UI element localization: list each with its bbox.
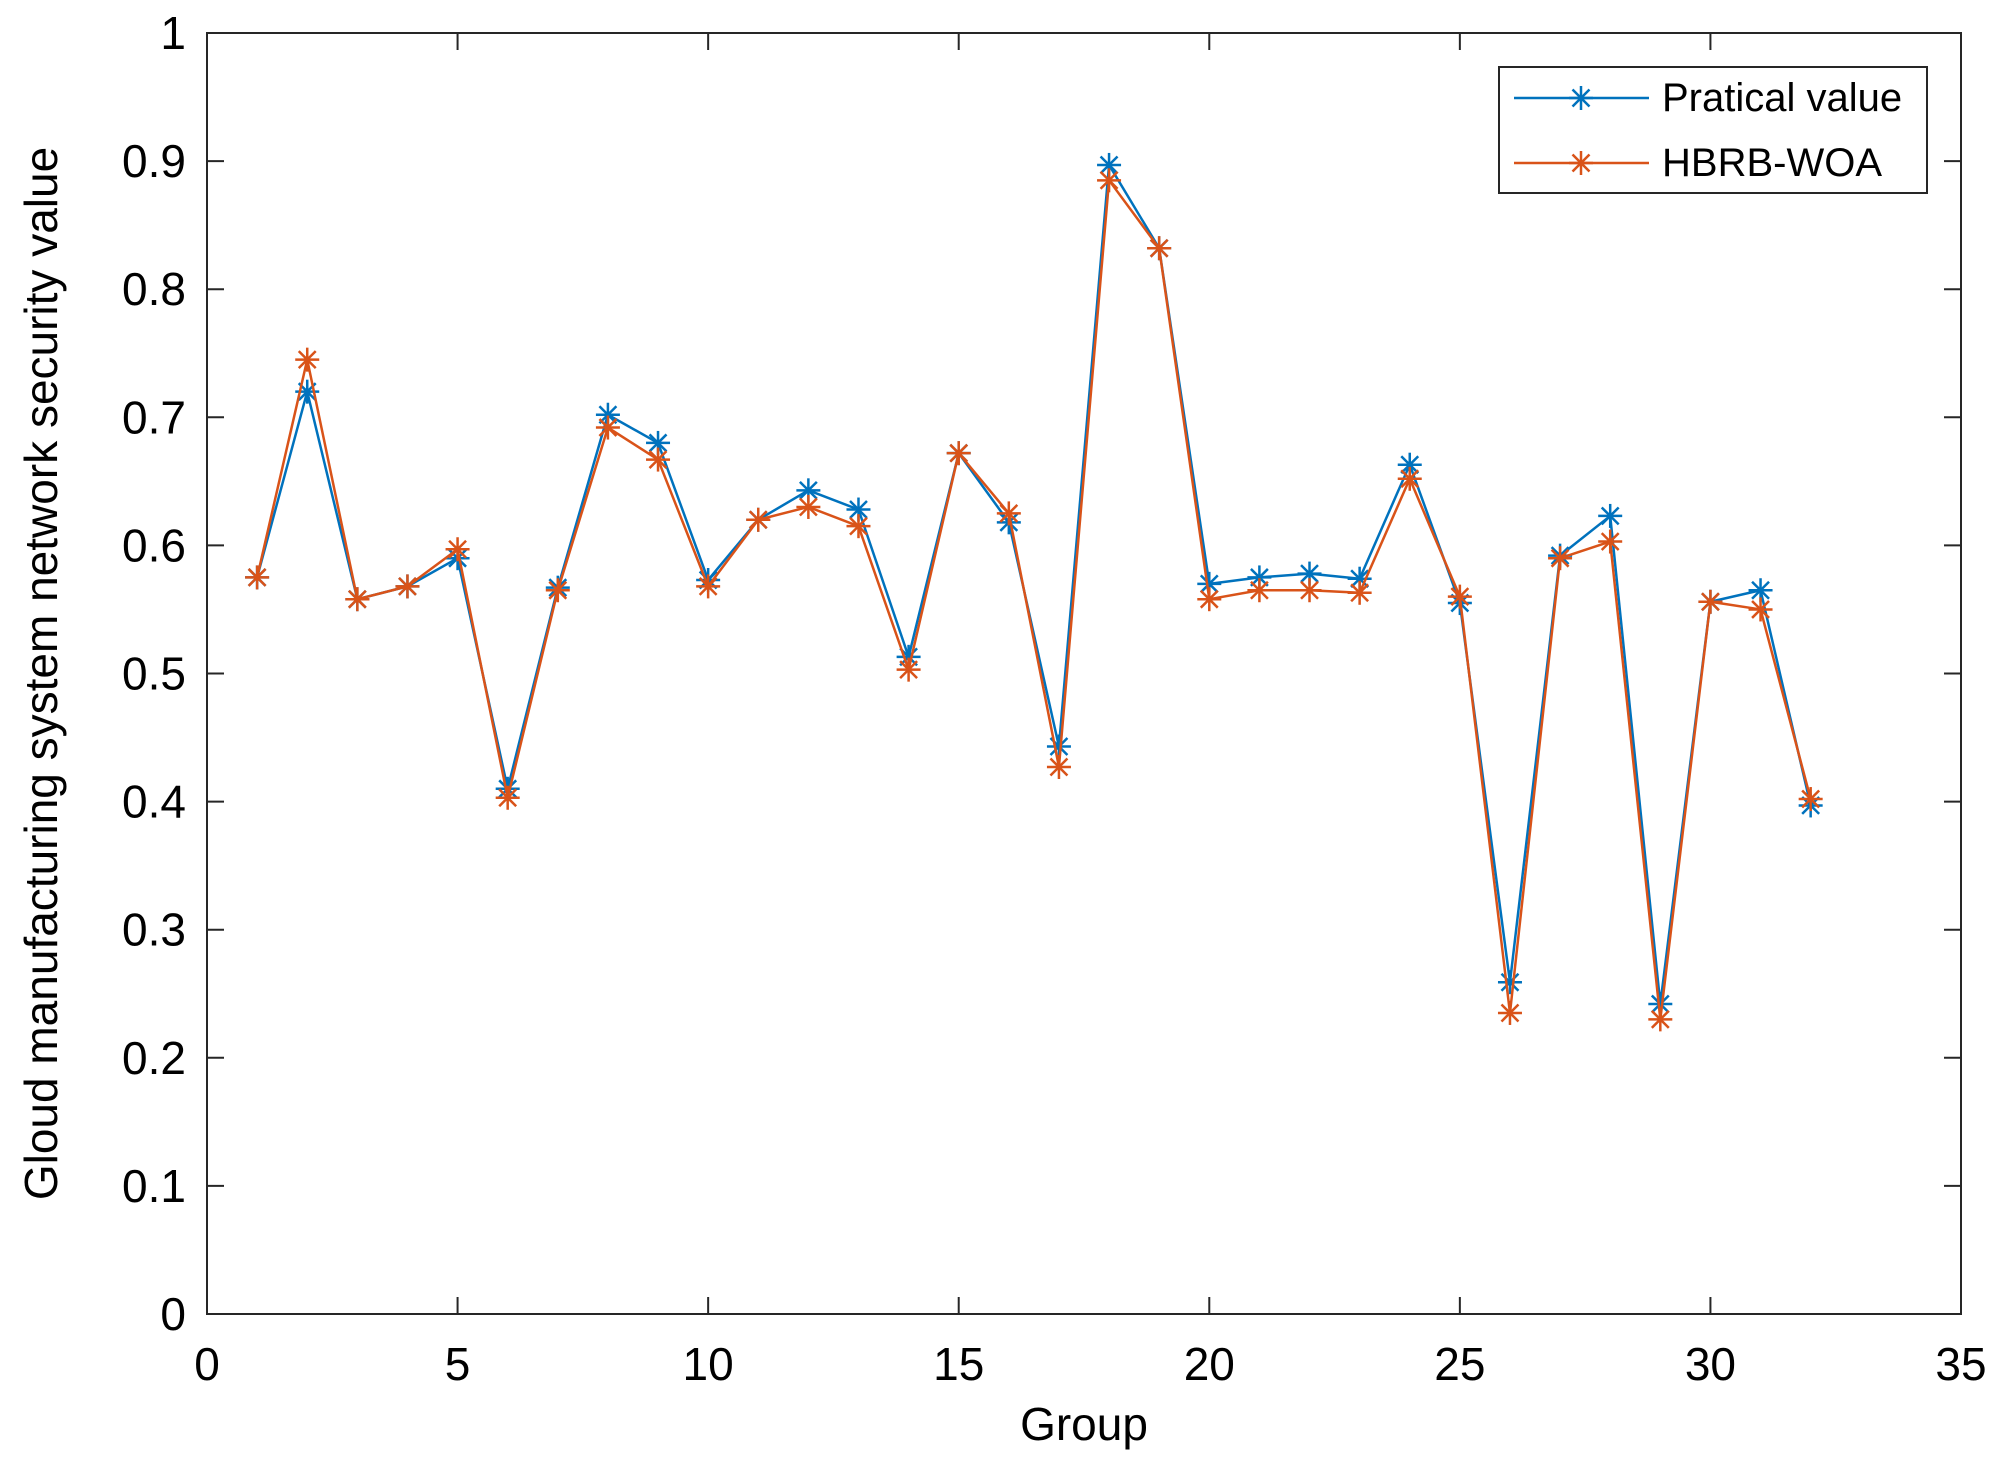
data-point: [595, 415, 620, 440]
data-point: [395, 574, 420, 599]
data-point: [1598, 503, 1623, 528]
x-tick-label: 20: [1184, 1338, 1235, 1390]
x-tick-label: 10: [683, 1338, 734, 1390]
data-point: [696, 574, 721, 599]
data-point: [1197, 587, 1222, 612]
x-tick-label: 0: [194, 1338, 220, 1390]
y-tick-label: 0.3: [122, 904, 186, 956]
data-point: [1297, 578, 1322, 603]
legend-marker-pratical-value: [1569, 86, 1593, 110]
series-line-hbrb-woa: [255, 179, 1812, 1021]
data-point: [1447, 584, 1472, 609]
y-tick-label: 0.1: [122, 1160, 186, 1212]
data-point: [646, 447, 671, 472]
series-hbrb-woa: [245, 168, 1823, 1032]
data-point: [996, 501, 1021, 526]
data-point: [1347, 566, 1372, 591]
data-point: [1046, 755, 1071, 780]
x-tick-label: 35: [1935, 1338, 1986, 1390]
data-point: [896, 657, 921, 682]
series-layer: [245, 152, 1823, 1032]
x-axis-label: Group: [1020, 1398, 1148, 1450]
data-point: [495, 785, 520, 810]
legend-marker-hbrb-woa: [1569, 151, 1593, 175]
legend: Pratical value HBRB-WOA: [1498, 66, 1928, 194]
data-point: [1397, 466, 1422, 491]
x-tick-label: 30: [1685, 1338, 1736, 1390]
legend-box: [1498, 66, 1928, 194]
x-tick-label: 5: [445, 1338, 471, 1390]
data-point: [545, 578, 570, 603]
data-point: [946, 441, 971, 466]
legend-label-pratical-value: Pratical value: [1662, 76, 1902, 120]
y-tick-label: 0: [160, 1288, 186, 1340]
data-point: [345, 587, 370, 612]
y-tick-labels: 0 0.1 0.2 0.3 0.4 0.5 0.6 0.7 0.8 0.9 1: [122, 7, 186, 1340]
data-point: [1147, 236, 1172, 261]
data-point: [846, 514, 871, 539]
data-point: [1748, 597, 1773, 622]
data-point: [1347, 580, 1372, 605]
data-point: [1648, 1007, 1673, 1032]
data-point: [1798, 787, 1823, 812]
data-point: [1046, 734, 1071, 759]
axis-ticks: [206, 32, 1962, 1315]
y-tick-label: 0.5: [122, 648, 186, 700]
y-tick-label: 0.6: [122, 519, 186, 571]
y-tick-label: 1: [160, 7, 186, 59]
y-tick-label: 0.4: [122, 776, 186, 828]
plot-area: [206, 32, 1962, 1315]
y-tick-label: 0.7: [122, 391, 186, 443]
legend-label-hbrb-woa: HBRB-WOA: [1662, 141, 1882, 185]
y-tick-label: 0.9: [122, 135, 186, 187]
data-point: [295, 347, 320, 372]
y-tick-label: 0.2: [122, 1032, 186, 1084]
data-point: [1497, 970, 1522, 995]
x-tick-label: 15: [933, 1338, 984, 1390]
data-point: [1497, 1000, 1522, 1025]
data-point: [445, 537, 470, 562]
y-tick-label: 0.8: [122, 263, 186, 315]
y-axis-label: Gloud manufacturing system network secur…: [15, 147, 67, 1200]
data-point: [796, 494, 821, 519]
data-point: [1698, 589, 1723, 614]
data-point: [746, 507, 771, 532]
legend-entries: [1514, 86, 1649, 175]
x-tick-labels: 0 5 10 15 20 25 30 35: [194, 1338, 1986, 1390]
data-point: [646, 430, 671, 455]
x-tick-label: 25: [1434, 1338, 1485, 1390]
data-point: [1548, 546, 1573, 571]
data-point: [1598, 529, 1623, 554]
data-point: [1097, 168, 1122, 193]
data-point: [245, 565, 270, 590]
data-point: [1247, 578, 1272, 603]
